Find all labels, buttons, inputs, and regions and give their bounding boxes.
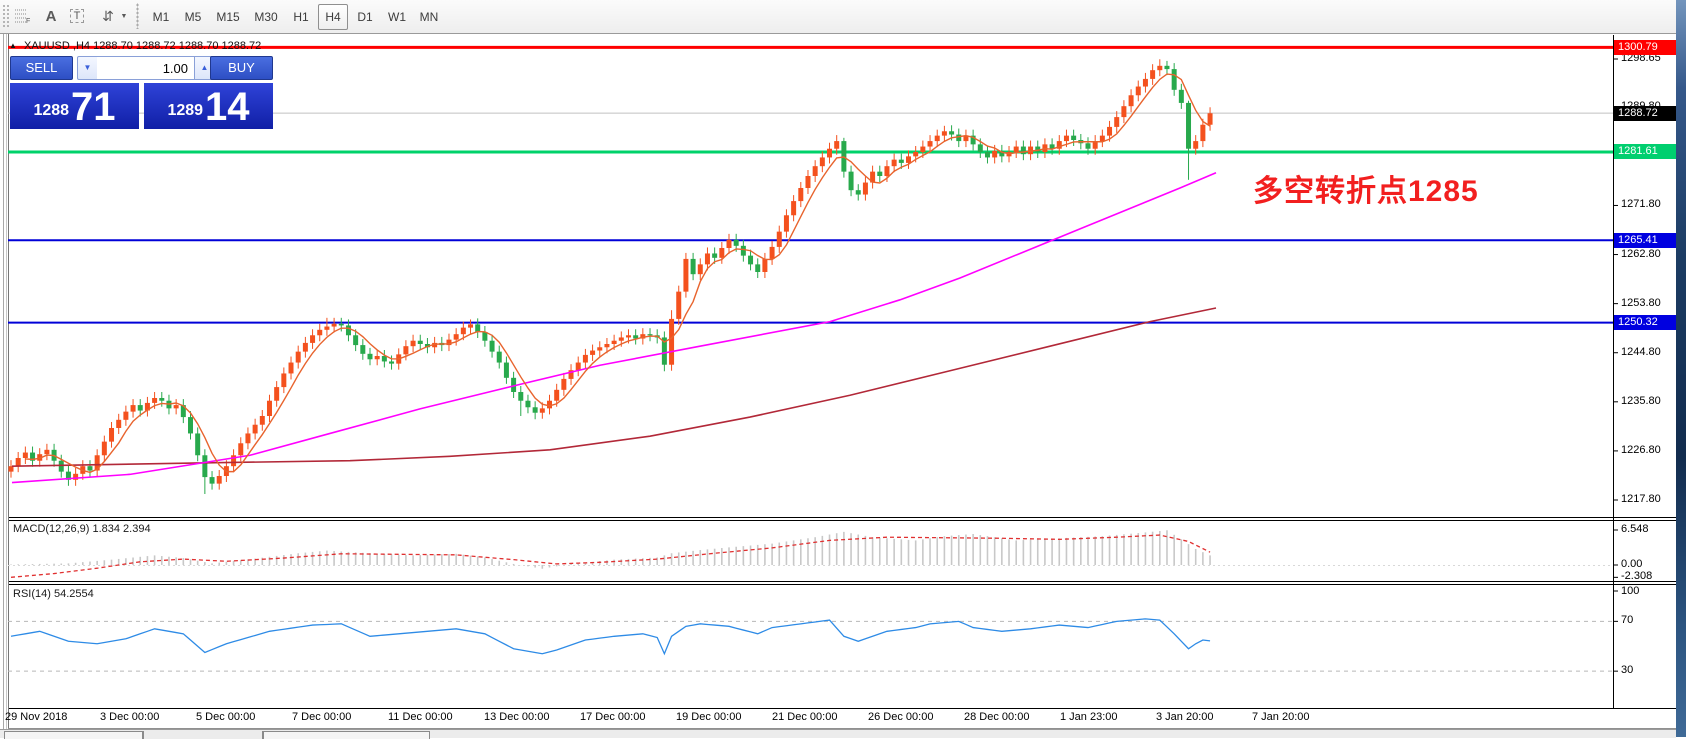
time-tick-label: 11 Dec 00:00 <box>388 711 453 723</box>
macd-tick-label: -2.308 <box>1621 570 1653 583</box>
timeframe-button-m5[interactable]: M5 <box>184 10 202 24</box>
window-edge-scroll-strip[interactable] <box>1676 0 1686 737</box>
chart-tab[interactable] <box>263 731 430 739</box>
rsi-line <box>10 618 1211 656</box>
timeframe-button-h4[interactable]: H4 <box>318 4 348 30</box>
toolbar: F A T ⇵ ▼ M1 M5 M15 M30 H1 H4 D1 W1 MN <box>0 0 1676 34</box>
timeframe-button-m15[interactable]: M15 <box>216 10 240 24</box>
macd-tick-label: 0.00 <box>1621 558 1643 570</box>
volume-decrease-button[interactable]: ▼ <box>77 56 98 80</box>
macd-indicator-label: MACD(12,26,9) 1.834 2.394 <box>13 523 151 535</box>
time-tick-label: 17 Dec 00:00 <box>580 711 646 723</box>
price-tick-label: 1244.80 <box>1621 345 1661 358</box>
chart-tab[interactable] <box>4 731 143 739</box>
buy-button[interactable]: BUY <box>210 56 273 80</box>
toolbar-separator <box>136 3 139 29</box>
timeframe-button-m1[interactable]: M1 <box>152 10 170 24</box>
buy-price-small: 1289 <box>167 102 204 119</box>
svg-text:F: F <box>26 18 30 24</box>
time-tick-label: 28 Dec 00:00 <box>964 711 1030 723</box>
macd-signal-line <box>10 534 1211 578</box>
time-tick-label: 7 Jan 20:00 <box>1252 711 1310 723</box>
timeframe-button-mn[interactable]: MN <box>419 10 439 24</box>
time-tick-label: 7 Dec 00:00 <box>292 711 352 723</box>
sell-button[interactable]: SELL <box>10 56 73 80</box>
timeframe-button-w1[interactable]: W1 <box>388 10 406 24</box>
price-level-tag: 1265.41 <box>1614 232 1677 248</box>
price-tick-label: 1217.80 <box>1621 492 1661 505</box>
price-level-tag: 1281.61 <box>1614 144 1677 160</box>
chart-title-ohlc: XAUUSD ,H4 1288.70 1288.72 1288.70 1288.… <box>24 40 262 52</box>
dropdown-caret-icon[interactable]: ▼ <box>120 12 128 20</box>
textbox-t-icon[interactable]: T <box>66 4 88 28</box>
timeframe-button-m30[interactable]: M30 <box>254 10 278 24</box>
ma-fast-line <box>25 73 1211 474</box>
grid-f-icon[interactable]: F <box>12 4 34 28</box>
price-tick-label: 1253.80 <box>1621 296 1661 309</box>
one-click-trade-panel: SELL ▼ ▲ BUY 1288 71 1289 14 <box>10 56 273 129</box>
chart-tabs-bar <box>0 729 1676 739</box>
chart-tab[interactable] <box>143 731 263 739</box>
price-tick-label: 1262.80 <box>1621 247 1661 260</box>
price-tick-label: 1235.80 <box>1621 394 1661 407</box>
price-level-tag: 1250.32 <box>1614 315 1677 331</box>
ma-line <box>11 171 1217 484</box>
time-tick-label: 21 Dec 00:00 <box>772 711 838 723</box>
textbox-t-glyph: T <box>69 9 85 23</box>
macd-tick-label: 6.548 <box>1621 523 1649 535</box>
text-a-icon[interactable]: A <box>45 7 57 25</box>
time-tick-label: 13 Dec 00:00 <box>484 711 550 723</box>
buy-price-big: 14 <box>205 85 250 129</box>
time-tick-label: 3 Dec 00:00 <box>100 711 160 723</box>
price-tick-label: 1298.65 <box>1621 52 1661 64</box>
rsi-tick-label: 100 <box>1621 585 1640 597</box>
sell-price-big: 71 <box>71 85 116 129</box>
timeframe-button-d1[interactable]: D1 <box>357 10 373 24</box>
time-tick-label: 19 Dec 00:00 <box>676 711 742 723</box>
rsi-tick-label: 70 <box>1621 614 1634 627</box>
ma-line <box>11 307 1217 467</box>
time-tick-label: 29 Nov 2018 <box>5 711 68 723</box>
volume-input[interactable] <box>97 56 194 80</box>
price-tick-label: 1226.80 <box>1621 443 1661 456</box>
symbol-marker-icon: ▲ <box>9 41 17 50</box>
buy-price-display[interactable]: 1289 14 <box>144 83 273 129</box>
time-tick-label: 1 Jan 23:00 <box>1060 711 1118 723</box>
toolbar-drag-handle[interactable] <box>2 4 10 28</box>
price-level-tag: 1288.72 <box>1614 105 1677 121</box>
price-level-tag: 1300.79 <box>1614 39 1677 55</box>
timeframe-button-h1[interactable]: H1 <box>293 10 309 24</box>
sell-price-display[interactable]: 1288 71 <box>10 83 139 129</box>
rsi-indicator-label: RSI(14) 54.2554 <box>13 588 94 600</box>
rsi-tick-label: 30 <box>1621 664 1634 677</box>
sell-price-small: 1288 <box>33 102 70 119</box>
annotation-text[interactable]: 多空转折点1285 <box>1253 175 1479 208</box>
time-tick-label: 26 Dec 00:00 <box>868 711 934 723</box>
cursor-arrows-icon[interactable]: ⇵ <box>102 7 114 24</box>
time-tick-label: 3 Jan 20:00 <box>1156 711 1214 723</box>
time-tick-label: 5 Dec 00:00 <box>196 711 256 723</box>
price-tick-label: 1271.80 <box>1621 198 1661 211</box>
